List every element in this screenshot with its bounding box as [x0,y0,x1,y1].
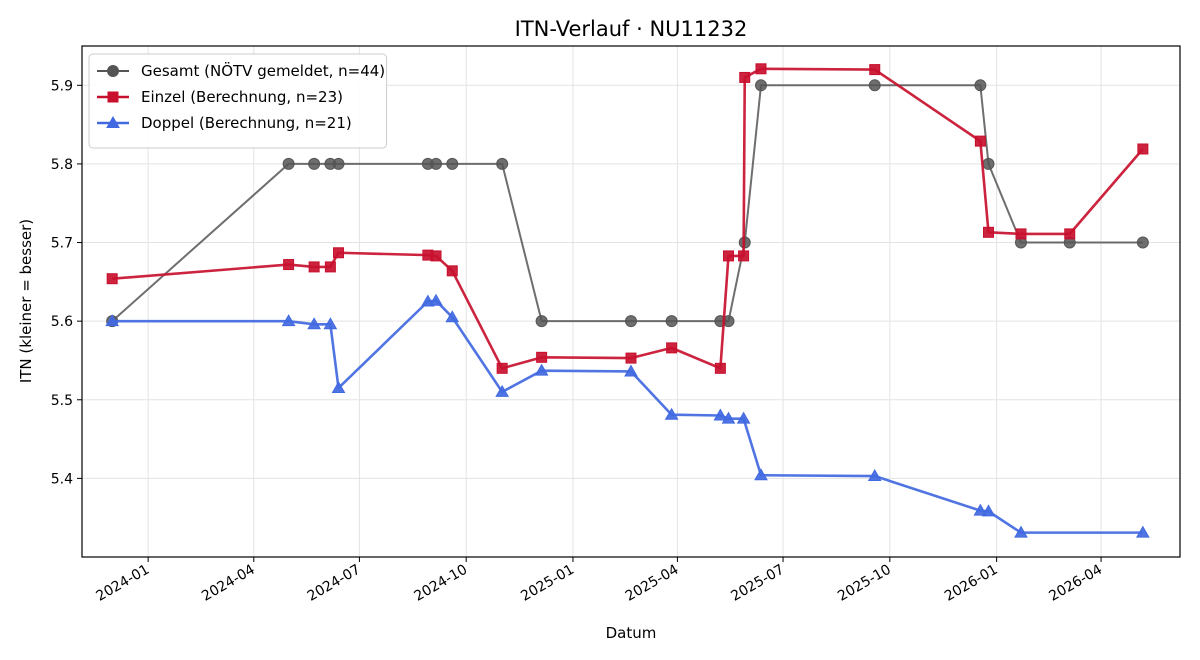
data-point [666,342,678,354]
data-point [430,157,443,170]
data-point [105,314,120,327]
data-point [446,157,459,170]
data-point [1014,525,1028,538]
data-point [974,135,986,147]
data-point [1064,228,1076,240]
data-point [714,362,726,374]
data-point [333,247,345,259]
data-point [308,261,320,273]
legend-label: Einzel (Berechnung, n=23) [141,88,343,106]
data-point [974,79,987,92]
series-circle [106,79,1149,328]
data-point [868,79,881,92]
legend-marker [106,115,120,128]
series-triangle [105,293,1150,538]
legend-marker [107,91,119,103]
data-point [496,157,509,170]
data-point [1136,236,1149,249]
data-point [973,503,988,516]
data-point [307,317,321,330]
data-point [324,261,336,273]
data-point [664,407,679,420]
x-axis-label: Datum [606,624,657,642]
data-point [106,273,118,285]
data-point [281,314,296,327]
data-point [713,408,728,421]
data-point [446,265,458,277]
legend-label: Gesamt (NÖTV gemeldet, n=44) [141,61,385,80]
data-point [981,504,996,517]
y-tick-label: 5.7 [51,236,73,252]
y-tick-label: 5.5 [51,393,73,409]
data-point [738,250,750,262]
y-tick-label: 5.4 [51,471,73,487]
legend-marker [107,65,119,77]
legend: Gesamt (NÖTV gemeldet, n=44) Einzel (Bere… [88,53,388,149]
data-point [665,315,678,328]
data-point [754,79,767,92]
y-tick-label: 5.6 [51,314,73,330]
data-point [721,411,736,424]
legend-box [88,53,388,149]
data-point [755,63,767,75]
data-point [624,364,638,377]
data-point [1137,143,1149,155]
legend-label: Doppel (Berechnung, n=21) [141,114,352,132]
data-point [1015,228,1027,240]
data-point [722,250,734,262]
data-point [625,352,637,364]
data-point [536,351,548,363]
data-point [308,157,321,170]
y-tick-label: 5.8 [51,157,73,173]
data-point [869,64,881,76]
chart-title: ITN-Verlauf · NU11232 [515,17,748,41]
data-point [496,362,508,374]
data-point [739,71,751,83]
data-point [535,315,548,328]
data-point [867,469,882,482]
data-point [495,384,510,397]
plot-frame [81,45,1181,558]
data-point [282,157,295,170]
data-point [982,157,995,170]
data-point [534,363,549,376]
data-point [331,380,346,393]
data-point [754,468,768,481]
data-point [323,317,338,330]
data-point [982,226,994,238]
y-tick-label: 5.9 [51,78,73,94]
y-axis-label: ITN (kleiner = besser) [17,219,35,383]
data-point [1135,525,1150,538]
data-point [283,259,295,271]
series-layer [105,63,1150,538]
series-square [106,63,1149,374]
data-point [736,411,751,424]
data-point [332,157,345,170]
data-point [625,315,637,328]
data-point [445,310,460,323]
data-point [429,293,443,306]
data-point [430,250,442,262]
